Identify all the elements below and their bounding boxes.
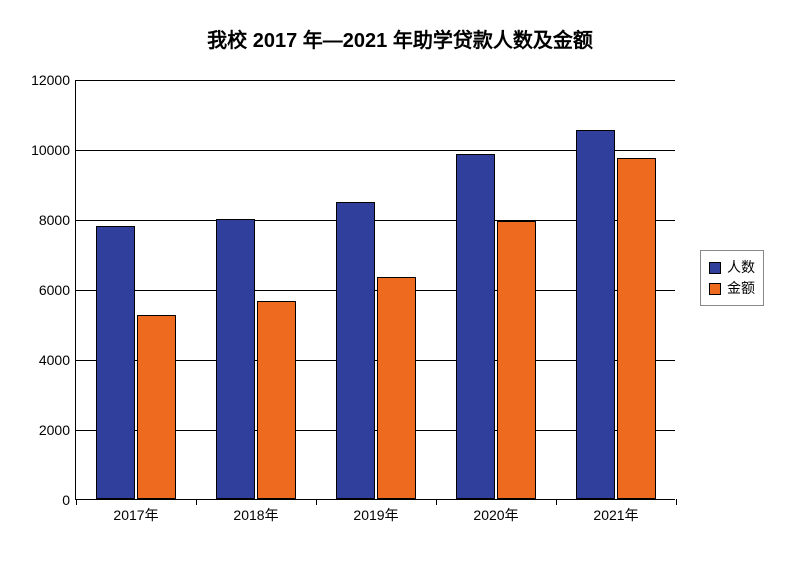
bar-人数 — [336, 202, 374, 500]
plot-area: 0200040006000800010000120002017年2018年201… — [75, 80, 675, 500]
bar-人数 — [576, 130, 614, 499]
x-tick-label: 2019年 — [353, 505, 398, 525]
x-tick-label: 2021年 — [593, 505, 638, 525]
y-tick-label: 4000 — [39, 352, 70, 368]
legend-item: 金额 — [709, 278, 755, 299]
y-tick-label: 6000 — [39, 282, 70, 298]
bar-金额 — [377, 277, 415, 499]
legend-swatch — [709, 283, 721, 295]
page: 我校 2017 年—2021 年助学贷款人数及金额 02000400060008… — [0, 0, 800, 563]
y-tick-label: 0 — [62, 492, 70, 508]
x-tick-label: 2018年 — [233, 505, 278, 525]
x-tick-mark — [316, 499, 317, 505]
gridline — [76, 80, 675, 81]
legend-label: 金额 — [727, 278, 755, 299]
bar-金额 — [137, 315, 175, 499]
bar-人数 — [96, 226, 134, 499]
y-tick-label: 8000 — [39, 212, 70, 228]
y-tick-label: 10000 — [31, 142, 70, 158]
x-tick-mark — [676, 499, 677, 505]
x-tick-mark — [436, 499, 437, 505]
bar-人数 — [216, 219, 254, 499]
bar-人数 — [456, 154, 494, 499]
x-tick-label: 2017年 — [113, 505, 158, 525]
legend: 人数金额 — [700, 250, 764, 306]
y-tick-label: 2000 — [39, 422, 70, 438]
legend-item: 人数 — [709, 257, 755, 278]
bar-金额 — [617, 158, 655, 499]
x-tick-label: 2020年 — [473, 505, 518, 525]
bar-金额 — [497, 221, 535, 499]
x-tick-mark — [76, 499, 77, 505]
legend-label: 人数 — [727, 257, 755, 278]
x-tick-mark — [196, 499, 197, 505]
x-tick-mark — [556, 499, 557, 505]
legend-swatch — [709, 262, 721, 274]
chart-title: 我校 2017 年—2021 年助学贷款人数及金额 — [0, 24, 800, 53]
chart-area: 0200040006000800010000120002017年2018年201… — [75, 80, 675, 500]
bar-金额 — [257, 301, 295, 499]
y-tick-label: 12000 — [31, 72, 70, 88]
